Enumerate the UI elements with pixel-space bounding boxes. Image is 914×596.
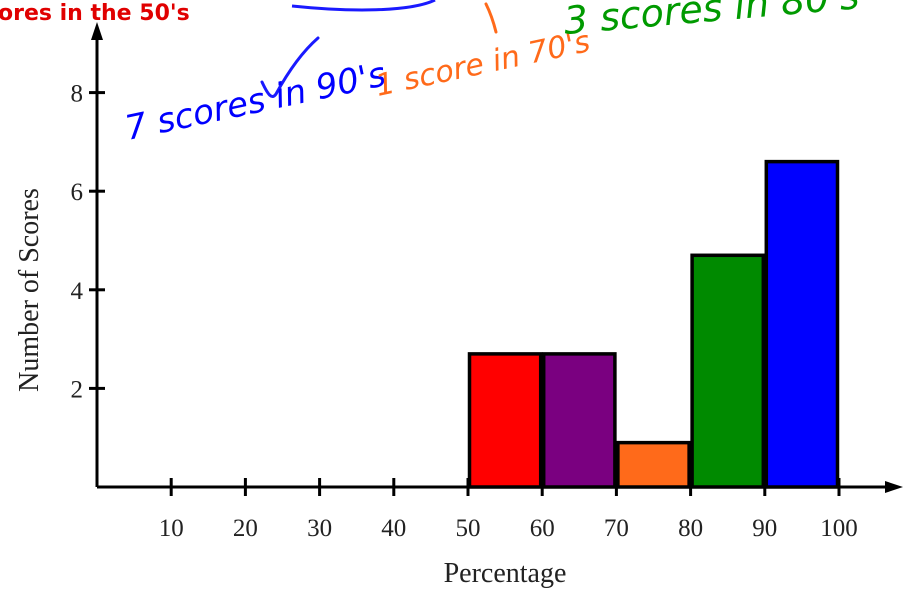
x-tick-label: 90 <box>752 515 777 542</box>
x-tick-label: 10 <box>159 515 184 542</box>
x-tick-label: 40 <box>381 515 406 542</box>
y-axis-arrowhead <box>91 22 103 40</box>
y-ticks-group: 2 4 6 8 <box>71 81 105 403</box>
annotation-50s: ores in the 50's <box>0 1 190 26</box>
x-axis-title: Percentage <box>444 558 567 589</box>
y-tick-label: 6 <box>71 179 84 206</box>
annotation-80s: 3 scores in 80's <box>562 0 861 43</box>
x-tick-label: 20 <box>233 515 258 542</box>
y-tick-label: 4 <box>71 278 84 305</box>
annotation-70s: 1 score in 70's <box>372 24 593 104</box>
axes-group <box>91 22 903 493</box>
annotation-bracket-stroke <box>484 2 498 34</box>
x-tick-label: 100 <box>820 515 858 542</box>
annotation-90s: 7 scores in 90's <box>122 55 390 149</box>
bar-50-60 <box>467 352 543 489</box>
x-axis-arrowhead <box>885 481 903 493</box>
y-tick-label: 8 <box>71 81 84 108</box>
x-ticks-group: 10 20 30 40 50 60 70 80 90 100 <box>159 478 858 542</box>
annotation-underline-stroke <box>291 0 436 12</box>
bars-group <box>467 159 840 489</box>
x-tick-label: 50 <box>456 515 481 542</box>
x-tick-label: 30 <box>307 515 332 542</box>
y-tick-label: 2 <box>71 376 84 403</box>
x-tick-label: 60 <box>530 515 555 542</box>
bar-60-70 <box>541 352 617 489</box>
x-tick-label: 70 <box>604 515 629 542</box>
y-axis-title: Number of Scores <box>14 188 45 392</box>
bar-90-100 <box>764 159 840 489</box>
bar-70-80 <box>616 440 691 489</box>
annotation-checkmark-stroke <box>260 36 320 98</box>
bar-80-90 <box>690 253 766 489</box>
x-tick-label: 80 <box>678 515 703 542</box>
